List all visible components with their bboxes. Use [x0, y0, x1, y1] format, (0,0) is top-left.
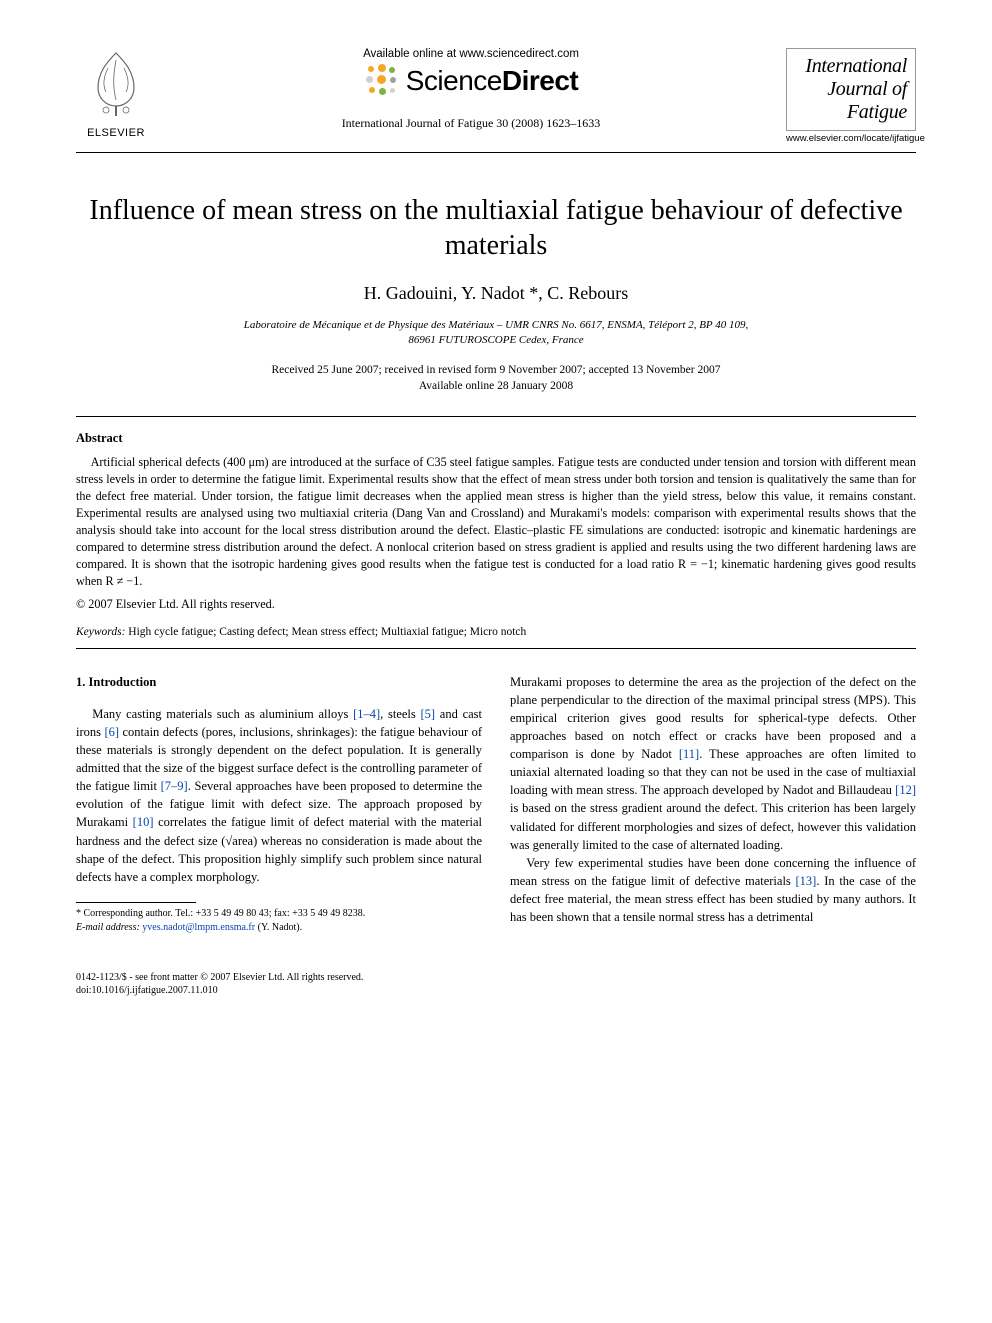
- journal-reference: International Journal of Fatigue 30 (200…: [176, 116, 766, 131]
- header-row: ELSEVIER Available online at www.science…: [76, 48, 916, 144]
- keywords-text: High cycle fatigue; Casting defect; Mean…: [125, 626, 526, 638]
- intro-paragraph-1-cont: Murakami proposes to determine the area …: [510, 673, 916, 854]
- section-heading-intro: 1. Introduction: [76, 673, 482, 691]
- corresponding-author-footnote: * Corresponding author. Tel.: +33 5 49 4…: [76, 907, 482, 935]
- elsevier-label: ELSEVIER: [76, 127, 156, 139]
- affiliation: Laboratoire de Mécanique et de Physique …: [76, 318, 916, 348]
- intro-paragraph-1: Many casting materials such as aluminium…: [76, 705, 482, 886]
- abstract-body: Artificial spherical defects (400 μm) ar…: [76, 454, 916, 591]
- available-online-text: Available online at www.sciencedirect.co…: [176, 48, 766, 60]
- dates: Received 25 June 2007; received in revis…: [76, 362, 916, 394]
- sd-dots-icon: [364, 64, 398, 98]
- abstract-heading: Abstract: [76, 431, 916, 446]
- footnote-separator: [76, 902, 196, 903]
- ref-link-13[interactable]: [13]: [796, 874, 817, 888]
- rule-above-abstract: [76, 416, 916, 417]
- rule-below-keywords: [76, 648, 916, 649]
- body-columns: 1. Introduction Many casting materials s…: [76, 673, 916, 998]
- abstract-copyright: © 2007 Elsevier Ltd. All rights reserved…: [76, 597, 916, 612]
- authors: H. Gadouini, Y. Nadot *, C. Rebours: [76, 283, 916, 304]
- ref-link-7-9[interactable]: [7–9]: [161, 779, 188, 793]
- ref-link-12[interactable]: [12]: [895, 783, 916, 797]
- sciencedirect-text: ScienceDirect: [406, 65, 579, 97]
- ref-link-11[interactable]: [11]: [679, 747, 699, 761]
- intro-paragraph-2: Very few experimental studies have been …: [510, 854, 916, 927]
- keywords: Keywords: High cycle fatigue; Casting de…: [76, 626, 916, 638]
- center-header: Available online at www.sciencedirect.co…: [156, 48, 786, 131]
- sd-text-light: Science: [406, 65, 502, 96]
- column-left: 1. Introduction Many casting materials s…: [76, 673, 482, 998]
- ref-link-1-4[interactable]: [1–4]: [353, 707, 380, 721]
- journal-block: International Journal of Fatigue www.els…: [786, 48, 916, 144]
- rule-top: [76, 152, 916, 153]
- elsevier-tree-icon: [86, 48, 146, 120]
- doi-block: 0142-1123/$ - see front matter © 2007 El…: [76, 971, 482, 998]
- journal-title: International Journal of Fatigue: [795, 55, 907, 124]
- ref-link-10[interactable]: [10]: [133, 815, 154, 829]
- column-right: Murakami proposes to determine the area …: [510, 673, 916, 998]
- sciencedirect-logo: ScienceDirect: [176, 64, 766, 98]
- email-link[interactable]: yves.nadot@lmpm.ensma.fr: [140, 922, 258, 933]
- ref-link-5[interactable]: [5]: [421, 707, 436, 721]
- elsevier-logo-block: ELSEVIER: [76, 48, 156, 139]
- email-label: E-mail address:: [76, 922, 140, 933]
- keywords-label: Keywords:: [76, 626, 125, 638]
- ref-link-6[interactable]: [6]: [104, 725, 119, 739]
- article-title: Influence of mean stress on the multiaxi…: [76, 193, 916, 263]
- journal-title-box: International Journal of Fatigue: [786, 48, 916, 131]
- sd-text-bold: Direct: [502, 65, 578, 96]
- journal-url: www.elsevier.com/locate/ijfatigue: [786, 133, 916, 144]
